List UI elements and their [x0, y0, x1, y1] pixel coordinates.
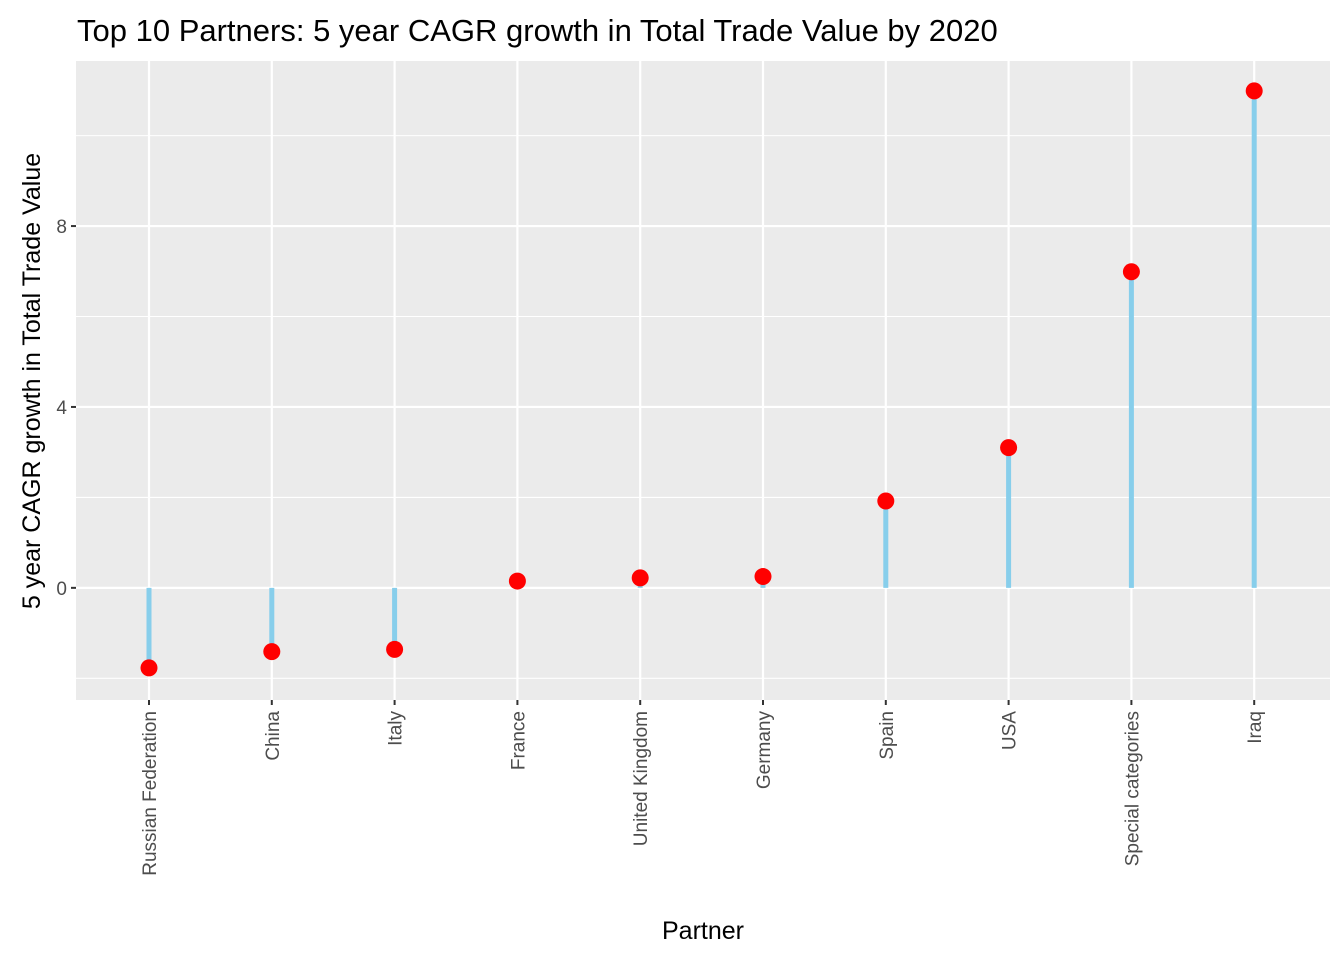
- chart-title: Top 10 Partners: 5 year CAGR growth in T…: [77, 13, 998, 48]
- x-tick-label: Iraq: [1245, 711, 1266, 744]
- x-tick-label: Italy: [386, 711, 407, 746]
- data-point: [263, 643, 281, 661]
- data-point: [140, 659, 158, 677]
- data-point: [631, 569, 649, 587]
- data-point: [1000, 439, 1018, 457]
- y-axis-title: 5 year CAGR growth in Total Trade Value: [18, 153, 46, 609]
- plot-panel: [76, 61, 1330, 700]
- data-point: [1245, 82, 1263, 100]
- data-point: [754, 568, 772, 586]
- data-point: [386, 640, 404, 658]
- x-tick-label: France: [508, 711, 529, 770]
- y-tick-label: 8: [56, 217, 67, 238]
- data-point: [1122, 263, 1140, 281]
- minor-gridlines: [76, 135, 1330, 679]
- x-tick-label: United Kingdom: [631, 711, 652, 846]
- x-tick-label: USA: [1000, 711, 1021, 750]
- x-axis: Russian Federation China Italy France United…: [140, 700, 1266, 876]
- data-point: [877, 492, 895, 510]
- x-axis-title: Partner: [662, 917, 744, 945]
- x-tick-label: Germany: [754, 711, 775, 790]
- y-tick-label: 4: [56, 398, 67, 419]
- x-tick-label: Spain: [877, 711, 898, 760]
- data-point: [508, 572, 526, 590]
- x-tick-label: Special categories: [1122, 711, 1143, 866]
- y-axis: 0 4 8: [56, 217, 76, 600]
- major-gridlines: [76, 61, 1330, 700]
- x-tick-label: Russian Federation: [140, 711, 161, 876]
- y-tick-label: 0: [56, 579, 67, 600]
- x-tick-label: China: [263, 711, 284, 761]
- points: [140, 82, 1263, 677]
